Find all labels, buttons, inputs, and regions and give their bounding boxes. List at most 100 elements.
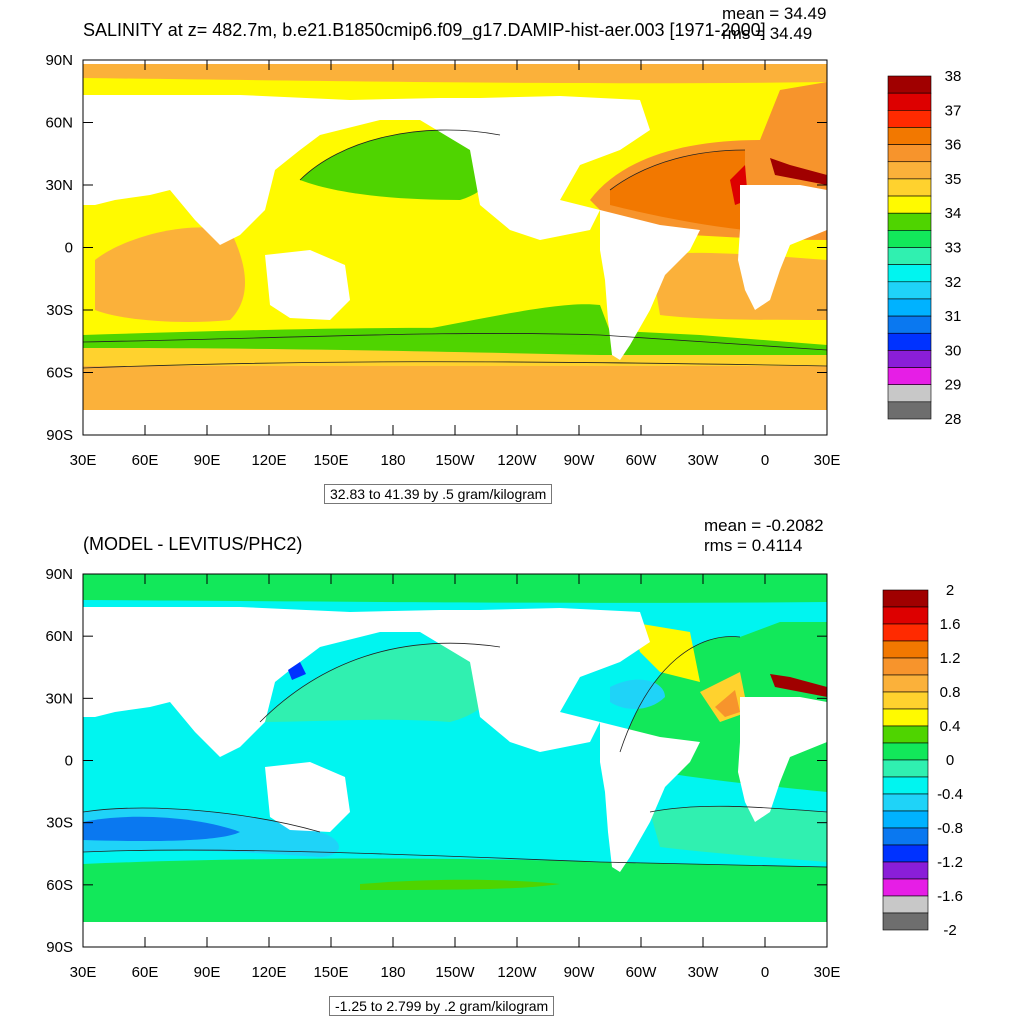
colorbar-label: 1.6 xyxy=(940,616,961,633)
southern-bright-green xyxy=(360,879,560,890)
map-field xyxy=(83,574,827,947)
colorbar-swatch xyxy=(887,144,932,163)
colorbar-swatch xyxy=(882,589,929,608)
north-pacific-teal xyxy=(260,643,503,722)
mediterranean-sea xyxy=(770,674,827,697)
south-pacific-green xyxy=(420,304,615,345)
antarctic-green xyxy=(83,902,827,922)
colorbar-label: -0.8 xyxy=(937,820,963,837)
colorbar-swatch xyxy=(882,810,929,829)
map-field xyxy=(83,60,827,435)
colorbar-swatch xyxy=(887,92,932,111)
land-australia xyxy=(265,250,350,320)
difference-panel: (MODEL - LEVITUS/PHC2) mean = -0.2082 rm… xyxy=(0,512,1024,1024)
contour-line xyxy=(83,807,321,833)
difference-map: 30E 60E 90E 120E 150E 180 150W 120W 90W 60W 30W 0 30… xyxy=(45,566,963,981)
x-tick-label: 120E xyxy=(251,452,286,469)
y-tick-label: 30S xyxy=(46,815,73,832)
north-pacific-green xyxy=(300,130,502,200)
colorbar-swatch xyxy=(882,895,929,914)
land-eurasia-america xyxy=(83,95,650,245)
colorbar-swatch xyxy=(887,350,932,368)
chart-title: SALINITY at z= 482.7m, b.e21.B1850cmip6.… xyxy=(83,20,766,40)
chart-title: (MODEL - LEVITUS/PHC2) xyxy=(83,534,303,554)
mean-stat: mean = 34.49 xyxy=(722,4,827,23)
x-tick-label: 0 xyxy=(761,452,769,469)
salinity-map: 30E 60E 90E 120E 150E 180 150W 120W 90W 60W 30W 0 30… xyxy=(45,52,962,469)
colorbar-label: -2 xyxy=(943,922,956,939)
colorbar-label: 37 xyxy=(945,102,962,119)
indian-deep-blue xyxy=(83,816,240,842)
colorbar-swatch xyxy=(887,401,932,420)
contour-info: 32.83 to 41.39 by .5 gram/kilogram xyxy=(324,484,553,504)
contour-line xyxy=(259,642,501,723)
colorbar-label: 35 xyxy=(945,171,962,188)
north-atlantic-core xyxy=(610,150,745,230)
colorbar-label: 31 xyxy=(945,308,962,325)
x-tick-label: 150W xyxy=(435,964,475,981)
colorbar-label: 0.8 xyxy=(940,684,961,701)
rms-stat: rms = 0.4114 xyxy=(704,536,803,555)
y-tick-label: 60N xyxy=(45,628,73,645)
y-tick-label: 90S xyxy=(46,939,73,956)
axis-ticks: 30E 60E 90E 120E 150E 180 150W 120W 90W 60W 30W 0 30… xyxy=(45,566,840,981)
colorbar-label: -1.6 xyxy=(937,888,963,905)
x-tick-label: 180 xyxy=(380,452,405,469)
colorbar-swatch xyxy=(887,264,932,283)
colorbar-label: 2 xyxy=(946,582,954,599)
x-tick-label: 60E xyxy=(132,964,159,981)
x-tick-label: 90E xyxy=(194,452,221,469)
y-tick-label: 90N xyxy=(45,52,73,69)
x-tick-label: 60E xyxy=(132,452,159,469)
colorbar-swatch xyxy=(882,861,929,880)
colorbar-swatch xyxy=(882,640,929,659)
colorbar-label: 28 xyxy=(945,411,962,428)
colorbar-swatch xyxy=(887,178,932,197)
colorbar-label: 0 xyxy=(946,752,954,769)
colorbar-swatch xyxy=(882,742,929,761)
colorbar-swatch xyxy=(882,708,929,727)
colorbar-label: -0.4 xyxy=(937,786,963,803)
x-tick-label: 180 xyxy=(380,964,405,981)
contour-line xyxy=(83,849,827,868)
colorbar-label: 38 xyxy=(945,68,962,85)
colorbar-swatch xyxy=(887,127,932,145)
land-south-america xyxy=(600,210,700,360)
x-tick-label: 30W xyxy=(688,452,720,469)
colorbar-swatch xyxy=(882,674,929,693)
colorbar-swatch xyxy=(887,298,932,317)
colorbar-label: 33 xyxy=(945,240,962,257)
x-tick-label: 150E xyxy=(313,452,348,469)
x-tick-label: 30E xyxy=(70,964,97,981)
y-tick-label: 30S xyxy=(46,302,73,319)
colorbar-label: -1.2 xyxy=(937,854,963,871)
x-tick-label: 120W xyxy=(497,964,537,981)
antarctic-orange-band xyxy=(83,366,827,410)
y-tick-label: 30N xyxy=(45,690,73,707)
colorbar-swatch xyxy=(882,912,929,931)
contour-line xyxy=(649,805,827,813)
land-australia xyxy=(265,762,350,832)
y-tick-label: 90N xyxy=(45,566,73,583)
x-tick-label: 90W xyxy=(564,452,596,469)
land-eurasia-america xyxy=(83,607,650,757)
mean-stat: mean = -0.2082 xyxy=(704,516,824,535)
colorbar-swatch xyxy=(882,844,929,863)
contour-line xyxy=(83,333,827,351)
okhotsk-blue xyxy=(288,662,306,680)
colorbar-swatch xyxy=(882,691,929,710)
colorbar-swatch xyxy=(882,657,929,676)
y-tick-label: 0 xyxy=(65,753,73,770)
south-atlantic-orange xyxy=(650,252,827,320)
colorbar-label: 36 xyxy=(945,137,962,154)
subtropical-orange xyxy=(715,690,740,717)
colorbar-swatch xyxy=(882,623,929,642)
x-tick-label: 150W xyxy=(435,452,475,469)
x-tick-label: 30E xyxy=(70,452,97,469)
colorbar-label: 29 xyxy=(945,377,962,394)
y-tick-label: 60N xyxy=(45,115,73,132)
colorbar-swatch xyxy=(882,776,929,795)
colorbar: 2 1.6 1.2 0.8 0.4 0 -0.4 -0.8 -1.2 -1.6 -2 xyxy=(882,582,963,939)
colorbar-swatch xyxy=(882,827,929,846)
colorbar-label: 34 xyxy=(945,205,962,222)
